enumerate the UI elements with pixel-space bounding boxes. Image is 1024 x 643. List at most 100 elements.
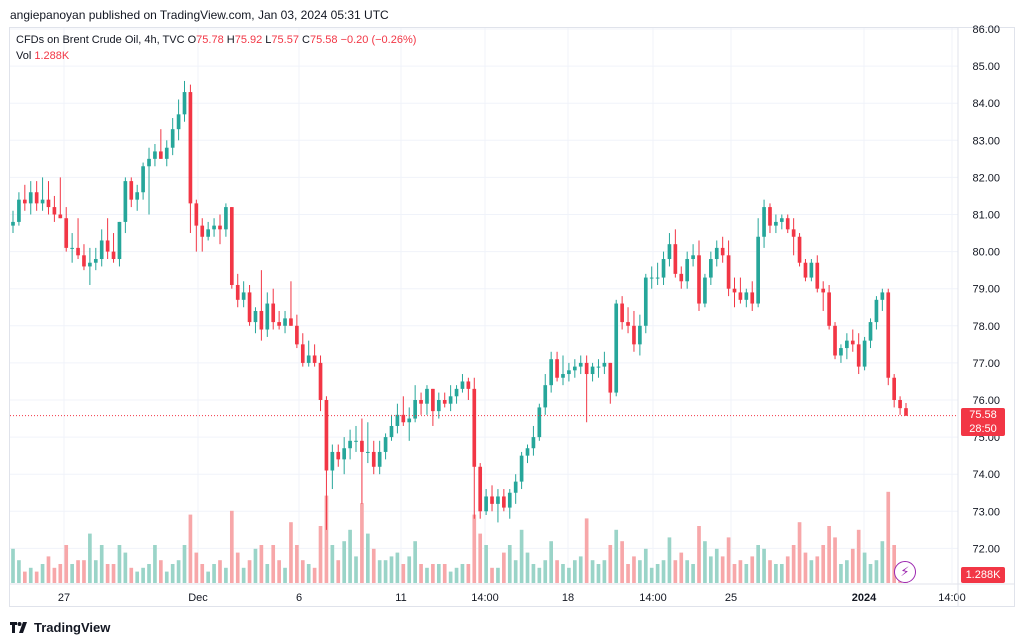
volume-legend: Vol 1.288K — [16, 50, 69, 62]
volume-bar — [856, 529, 861, 583]
volume-bar — [200, 564, 205, 583]
candle-body — [93, 259, 98, 263]
candle-body — [898, 400, 902, 409]
volume-bar — [176, 560, 181, 583]
candle-body — [111, 251, 116, 260]
candle-body — [76, 247, 80, 256]
volume-bar — [76, 560, 80, 583]
candle-body — [502, 496, 506, 508]
candle-body — [336, 451, 341, 460]
volume-bar — [620, 541, 624, 583]
volume-bar — [224, 567, 228, 583]
candle-body — [123, 181, 128, 222]
y-tick-label: 84.00 — [972, 98, 1000, 110]
candle-body — [377, 451, 382, 467]
candle-body — [241, 292, 246, 300]
candle-body — [11, 221, 15, 226]
candle-body — [750, 292, 755, 304]
volume-bar — [58, 564, 63, 583]
x-tick-label: 14:00 — [639, 592, 667, 604]
candle-body — [667, 244, 672, 260]
symbol-name[interactable]: CFDs on Brent Crude Oil, 4h, TVC — [16, 34, 185, 46]
volume-bar — [159, 560, 163, 583]
volume-bar — [738, 560, 743, 583]
candle-body — [596, 366, 601, 368]
volume-bar — [129, 567, 134, 583]
candle-body — [661, 259, 666, 278]
volume-bar — [862, 552, 867, 583]
volume-label[interactable]: Vol — [16, 50, 32, 62]
x-tick-label: 18 — [562, 592, 574, 604]
candle-body — [147, 158, 151, 167]
volume-bar — [596, 564, 601, 583]
volume-bar — [720, 556, 725, 583]
candle-body — [247, 292, 252, 323]
volume-bar — [407, 556, 412, 583]
volume-bar — [626, 564, 630, 583]
candle-body — [904, 408, 908, 416]
volume-bar — [40, 564, 45, 583]
volume-bar — [28, 567, 33, 583]
volume-bar — [330, 545, 335, 583]
volume-bar — [850, 548, 855, 583]
candle-body — [17, 199, 21, 222]
y-tick-label: 80.00 — [972, 247, 1000, 259]
volume-bar — [691, 564, 695, 583]
volume-bar — [732, 564, 737, 583]
candle-body — [176, 114, 181, 130]
candle-body — [129, 181, 134, 200]
volume-bar — [389, 556, 394, 583]
volume-bar — [277, 560, 281, 583]
candle-body — [466, 381, 471, 389]
candle-body — [366, 451, 370, 453]
y-tick-label: 77.00 — [972, 358, 1000, 370]
volume-bar — [188, 514, 193, 583]
volume-bar — [478, 533, 483, 583]
bar-countdown: 28:50 — [969, 423, 997, 435]
candle-body — [638, 325, 642, 345]
volume-bar — [697, 526, 701, 583]
volume-bar — [448, 571, 453, 583]
candle-body — [839, 348, 843, 356]
volume-bar — [602, 560, 607, 583]
volume-bar — [531, 564, 536, 583]
candle-body — [549, 359, 553, 386]
volume-bar — [572, 560, 577, 583]
candle-body — [188, 92, 193, 204]
lightning-bolt-icon[interactable]: ⚡ — [894, 561, 916, 583]
volume-bar — [555, 560, 559, 583]
volume-bar — [744, 564, 749, 583]
candle-body — [182, 92, 187, 115]
candle-body — [259, 310, 264, 330]
volume-bar — [413, 541, 417, 583]
volume-bar — [543, 560, 548, 583]
volume-bar — [685, 560, 690, 583]
footer-brand[interactable]: TradingView — [34, 620, 111, 635]
candle-body — [827, 292, 831, 326]
volume-bar — [147, 564, 151, 583]
volume-bar — [442, 564, 447, 583]
volume-bar — [247, 560, 252, 583]
volume-bar — [513, 560, 518, 583]
chart-frame — [9, 27, 1015, 607]
volume-bar — [371, 548, 376, 583]
candle-body — [371, 451, 376, 467]
candle-body — [64, 218, 69, 248]
candle-body — [525, 448, 530, 456]
candle-body — [295, 325, 299, 345]
volume-bar — [809, 560, 814, 583]
candle-body — [300, 344, 305, 363]
volume-bar — [212, 564, 216, 583]
candle-body — [218, 225, 222, 230]
candle-body — [324, 400, 329, 471]
candle-body — [608, 362, 613, 393]
candle-body — [82, 255, 86, 267]
candle-body — [543, 385, 548, 408]
volume-bar — [703, 541, 707, 583]
volume-bar — [750, 556, 755, 583]
x-tick-label: 6 — [296, 592, 302, 604]
candle-body — [40, 199, 45, 204]
volume-bar — [466, 564, 471, 583]
candle-body — [419, 400, 423, 404]
